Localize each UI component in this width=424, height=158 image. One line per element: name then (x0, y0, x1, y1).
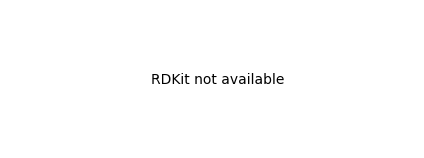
Text: RDKit not available: RDKit not available (151, 73, 284, 87)
